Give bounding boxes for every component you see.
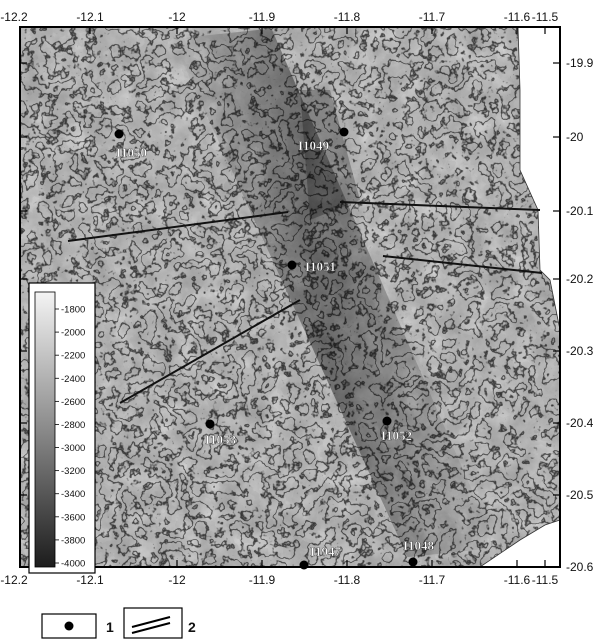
- depth-scale-legend: -1800 -2000 -2200 -2400 -2600 -2800 -3000 -3200…: [28, 282, 96, 574]
- profile-line-symbol-a: [131, 616, 171, 628]
- x-tick-label-top: -11.9: [249, 10, 276, 24]
- depth-scale-label: -3800: [61, 535, 85, 546]
- x-tick-label-bottom: -11.9: [249, 573, 276, 587]
- station-label: I1050: [116, 145, 147, 160]
- station-dot: [382, 416, 392, 426]
- station-dot: [408, 557, 418, 567]
- x-tick-label-top: -11.6: [504, 10, 531, 24]
- x-tick-label-bottom: -11.8: [334, 573, 361, 587]
- x-tick-label-bottom: -11.7: [419, 573, 446, 587]
- station-dot: [299, 560, 309, 570]
- key-label-profiles: 2: [188, 619, 196, 635]
- profile-line-east: [339, 201, 541, 211]
- bathymetry-surface: [20, 27, 560, 567]
- depth-scale-bar: [34, 291, 56, 568]
- x-tick-label-top: -12.1: [76, 10, 104, 24]
- x-tick-label-bottom: -11.6: [504, 573, 531, 587]
- depth-scale-label: -2400: [61, 374, 85, 385]
- depth-scale-label: -4000: [61, 559, 85, 570]
- y-tick-label-right: -20.1: [566, 204, 594, 218]
- x-tick-label-bottom: -12.2: [0, 573, 28, 587]
- x-tick-label-top: -12.2: [0, 10, 28, 24]
- x-tick-label-top: -11.8: [334, 10, 361, 24]
- station-label: I1053: [205, 432, 237, 447]
- x-tick-label-bottom: -12: [168, 573, 186, 587]
- map-frame: [19, 26, 561, 568]
- x-axis-top: -12.2 -12.1 -12 -11.9 -11.8 -11.7 -11.6 -11.5: [0, 10, 559, 34]
- profile-line-east-south: [382, 255, 543, 274]
- y-tick-label-right: -20.3: [566, 344, 594, 358]
- profile-line-southwest: [119, 299, 301, 404]
- depth-scale-label: -2800: [61, 420, 85, 431]
- y-tick-label-right: -20.2: [566, 272, 594, 286]
- y-tick-label-right: -20: [566, 130, 584, 144]
- station-dot-symbol: [64, 621, 74, 631]
- x-tick-label-top: -11.7: [419, 10, 446, 24]
- x-tick-label-top: -11.5: [532, 10, 559, 24]
- profile-line-symbol-b: [131, 622, 171, 634]
- depth-scale-label: -3000: [61, 443, 85, 454]
- profile-line-west: [67, 211, 289, 242]
- station-label: I1052: [381, 428, 412, 443]
- station-label: I1049: [298, 138, 330, 153]
- station-markers: I1050 I1049 I1051 I1053 I1052 I1947 I1048: [114, 127, 435, 570]
- depth-scale-label: -3400: [61, 489, 85, 500]
- y-axis-left: [20, 62, 27, 568]
- profile-lines: [67, 201, 543, 404]
- station-dot: [205, 419, 215, 429]
- y-tick-label-right: -20.6: [566, 560, 594, 574]
- key-label-stations: 1: [106, 619, 114, 635]
- x-tick-label-bottom: -11.5: [532, 573, 559, 587]
- depth-scale-label: -2600: [61, 397, 85, 408]
- depth-scale-label: -2000: [61, 328, 85, 339]
- depth-scale-label: -2200: [61, 351, 85, 362]
- x-axis-bottom: -12.2 -12.1 -12 -11.9 -11.8 -11.7 -11.6 -11.5: [0, 560, 559, 587]
- depth-scale-label: -3600: [61, 512, 85, 523]
- y-tick-label-right: -19.9: [566, 56, 594, 70]
- x-tick-label-top: -12: [168, 10, 186, 24]
- y-axis-right: -19.9 -20 -20.1 -20.2 -20.3 -20.4 -20.5 -20.6: [553, 56, 594, 574]
- x-tick-label-bottom: -12.1: [76, 573, 104, 587]
- y-tick-label-right: -20.4: [566, 416, 594, 430]
- station-label: I1947: [310, 544, 342, 559]
- station-dot: [339, 127, 349, 137]
- depth-scale-label: -1800: [61, 305, 85, 316]
- map-key: 1 2: [41, 607, 196, 639]
- station-label: I1048: [403, 538, 435, 553]
- station-label: I1051: [305, 259, 336, 274]
- y-tick-label-right: -20.5: [566, 488, 594, 502]
- depth-scale-label: -3200: [61, 466, 85, 477]
- station-dot: [114, 129, 124, 139]
- station-dot: [287, 260, 297, 270]
